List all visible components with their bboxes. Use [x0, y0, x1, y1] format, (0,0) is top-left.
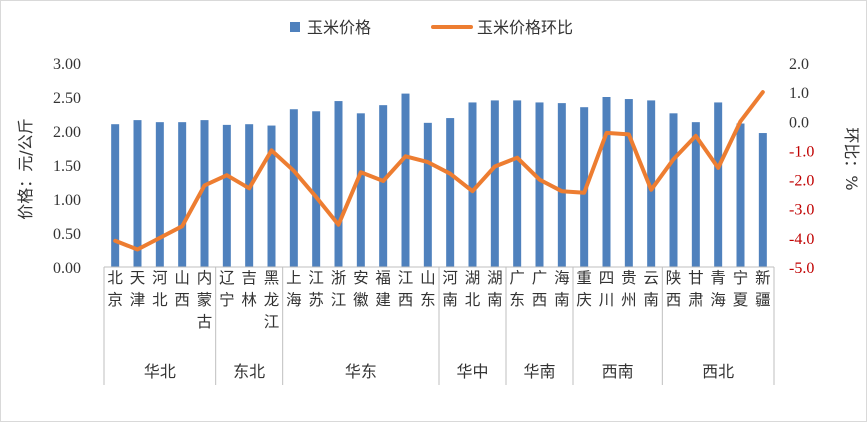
- category-label: 青海: [710, 269, 726, 309]
- category-label: 内蒙古: [197, 269, 213, 331]
- category-label: 云南: [643, 269, 659, 309]
- y-right-tick-label: -5.0: [789, 260, 814, 277]
- bar: [267, 125, 276, 267]
- category-label: 河北: [152, 269, 168, 309]
- bar: [312, 111, 321, 267]
- bar: [602, 97, 611, 267]
- y-right-tick-label: -1.0: [789, 143, 814, 160]
- bar: [758, 133, 767, 267]
- region-label: 华北: [144, 362, 176, 381]
- y-right-tick-label: -2.0: [789, 173, 814, 190]
- region-label: 华东: [345, 362, 377, 381]
- bar-series: [111, 93, 767, 268]
- category-label: 上海: [286, 269, 302, 309]
- y-tick-label: 0.00: [53, 260, 81, 277]
- bar: [468, 102, 477, 267]
- category-label: 山东: [420, 269, 436, 309]
- category-label: 江苏: [308, 269, 324, 309]
- category-label: 浙江: [331, 269, 347, 309]
- y-axis-title-right: 环比：%: [842, 127, 861, 190]
- category-label: 山西: [174, 269, 190, 309]
- bar: [401, 93, 410, 267]
- axes: 0.00 0.50 1.00 1.50 2.00 2.50 3.00 -5.0 -4.0 -3.0…: [16, 56, 861, 277]
- bar: [513, 100, 522, 268]
- y-axis-title: 价格：元/公斤: [16, 118, 35, 219]
- category-label: 甘肃: [688, 269, 704, 309]
- x-axis-categories: 北京天津河北山西内蒙古辽宁吉林黑龙江上海江苏浙江安徽福建江西山东河南湖北湖南广东…: [103, 266, 775, 385]
- region-label: 西北: [702, 362, 734, 381]
- bar: [222, 124, 231, 267]
- bar: [289, 109, 298, 268]
- y-right-tick-label: -3.0: [789, 202, 814, 219]
- legend-swatch-bar: [290, 22, 300, 32]
- bar: [624, 99, 633, 267]
- line-path: [113, 90, 765, 252]
- bar: [111, 124, 120, 267]
- line-series: [113, 90, 765, 252]
- category-label: 广东: [509, 269, 525, 309]
- category-label: 安徽: [353, 269, 369, 309]
- bar: [535, 102, 544, 267]
- y-tick-label: 2.50: [53, 90, 81, 107]
- bar: [490, 100, 499, 268]
- category-label: 四川: [599, 269, 615, 309]
- category-label: 湖北: [465, 269, 481, 309]
- y-tick-label: 2.00: [53, 124, 81, 141]
- category-label: 宁夏: [733, 269, 749, 309]
- legend-label-bar: 玉米价格: [307, 18, 371, 37]
- category-label: 吉林: [241, 269, 257, 309]
- y-tick-label: 3.00: [53, 56, 81, 73]
- category-label: 江西: [398, 269, 414, 309]
- y-right-tick-label: 1.0: [789, 85, 809, 102]
- bar: [379, 105, 388, 267]
- bar: [334, 101, 343, 267]
- y-right-tick-label: 2.0: [789, 56, 809, 73]
- bar: [200, 120, 209, 268]
- bar: [691, 122, 700, 267]
- category-label: 河南: [442, 269, 458, 309]
- bar: [245, 124, 254, 267]
- category-label: 黑龙江: [264, 269, 280, 331]
- category-label: 广西: [532, 269, 548, 309]
- category-label: 福建: [375, 269, 391, 309]
- y-right-tick-label: 0.0: [789, 114, 809, 131]
- category-label: 贵州: [621, 269, 637, 309]
- bar: [557, 103, 566, 268]
- bar: [423, 122, 432, 267]
- category-label: 湖南: [487, 269, 503, 309]
- category-label: 陕西: [666, 269, 682, 309]
- y-tick-label: 0.50: [53, 226, 81, 243]
- bar: [647, 100, 656, 268]
- bar: [669, 113, 678, 267]
- legend: 玉米价格 玉米价格环比: [290, 18, 573, 37]
- region-label: 华中: [456, 362, 488, 381]
- region-label: 华南: [523, 362, 555, 381]
- y-tick-label: 1.00: [53, 192, 81, 209]
- bar: [446, 118, 455, 267]
- region-label: 东北: [233, 362, 265, 381]
- category-label: 海南: [554, 269, 570, 309]
- bar: [133, 120, 142, 268]
- y-tick-label: 1.50: [53, 158, 81, 175]
- category-label: 新疆: [755, 269, 771, 309]
- y-right-tick-label: -4.0: [789, 231, 814, 248]
- bar: [356, 113, 365, 267]
- bar: [714, 102, 723, 267]
- category-label: 天津: [130, 269, 146, 309]
- bar: [736, 123, 745, 268]
- category-label: 辽宁: [219, 269, 235, 309]
- bar: [155, 122, 164, 267]
- legend-label-line: 玉米价格环比: [477, 18, 573, 37]
- category-label: 重庆: [576, 269, 592, 309]
- bar: [178, 122, 187, 267]
- category-label: 北京: [107, 269, 123, 309]
- region-label: 西南: [602, 362, 634, 381]
